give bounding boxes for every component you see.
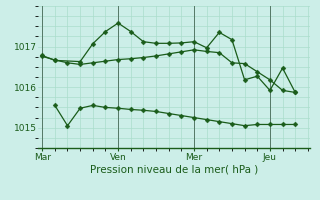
X-axis label: Pression niveau de la mer( hPa ): Pression niveau de la mer( hPa ) [90,165,259,175]
